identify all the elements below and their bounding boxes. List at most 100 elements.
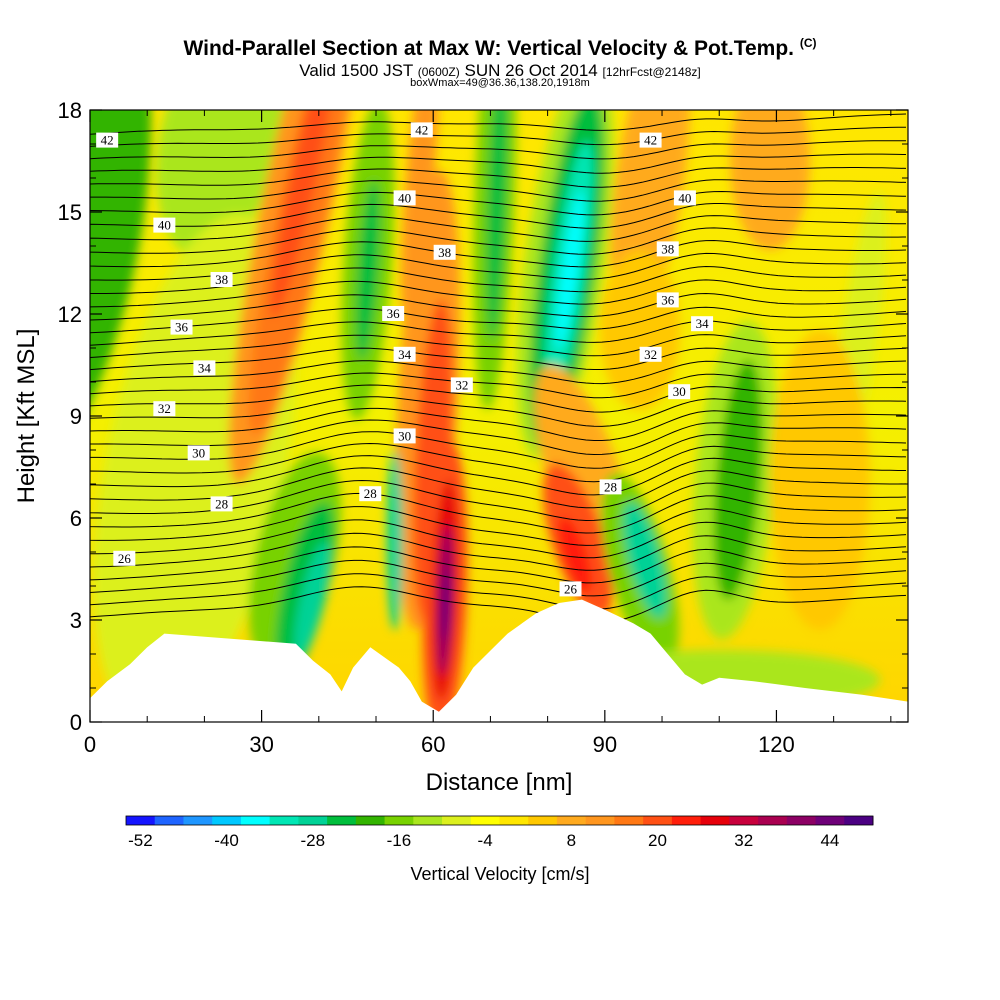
contour-labels: 42 42 42 40 40 40 38 38 38 36 36 36 34 34 34 32 32 32 30 30… <box>96 122 714 597</box>
contour-label-box <box>450 377 473 393</box>
colorbar-swatch-5 <box>269 816 299 825</box>
colorbar-swatch-20 <box>700 816 730 825</box>
colorbar-swatch-4 <box>240 816 271 825</box>
contour-label-text: 32 <box>158 401 171 416</box>
contour-label-box <box>393 190 416 206</box>
isentrope-line-24 <box>90 419 907 456</box>
contour-label-text: 38 <box>661 241 674 256</box>
contour-label-box <box>170 319 193 335</box>
colorbar-swatch-16 <box>585 816 615 825</box>
valid-time: Valid 1500 JST <box>299 61 413 80</box>
velocity-cell-37 <box>387 450 403 630</box>
contour-label-15: 32 <box>153 401 176 417</box>
isentrope-line-8 <box>90 215 906 242</box>
isentrope-line-20 <box>90 372 907 399</box>
contour-label-box <box>153 217 176 233</box>
isentrope-line-15 <box>90 306 907 334</box>
isentrope-line-10 <box>90 239 907 268</box>
isentrope-line-14 <box>90 292 907 321</box>
colorbar: -52 -40 -28 -16 -4 8 20 32 44 <box>125 815 874 850</box>
contour-label-text: 30 <box>398 428 411 443</box>
velocity-cell-28 <box>558 516 592 594</box>
chart-subtitle: Valid 1500 JST (0600Z) SUN 26 Oct 2014 [… <box>0 61 1000 81</box>
colorbar-label-4: -4 <box>478 831 493 850</box>
colorbar-swatch-22 <box>758 816 788 825</box>
colorbar-swatch-13 <box>499 816 529 825</box>
contour-label-text: 26 <box>118 551 132 566</box>
isentrope-line-17 <box>90 334 907 359</box>
colorbar-swatch-15 <box>556 816 587 825</box>
x-axis: 0 30 60 90 120 <box>84 110 892 757</box>
velocity-cell-10 <box>294 541 330 659</box>
contour-label-box <box>393 428 416 444</box>
valid-date: SUN 26 Oct 2014 <box>464 61 598 80</box>
velocity-cell-39 <box>600 250 680 410</box>
isentrope-line-30 <box>90 492 907 534</box>
contour-label-25: 26 <box>559 581 582 597</box>
colorbar-swatch-10 <box>413 816 443 825</box>
colorbar-title: Vertical Velocity [cm/s] <box>410 864 589 884</box>
colorbar-swatch-24 <box>815 816 845 825</box>
contour-label-box <box>639 346 662 362</box>
chart-title-text: Wind-Parallel Section at Max W: Vertical… <box>183 37 794 60</box>
contour-label-text: 40 <box>158 218 171 233</box>
contour-label-text: 28 <box>604 479 617 494</box>
contour-label-box <box>656 292 679 308</box>
contour-label-box <box>691 316 714 332</box>
isentrope-line-37 <box>90 586 907 624</box>
x-tick-label-3: 90 <box>593 732 617 757</box>
colorbar-label-7: 32 <box>734 831 753 850</box>
isentrope-line-6 <box>90 190 907 216</box>
isentrope-line-7 <box>90 203 907 229</box>
colorbar-frame <box>125 815 874 826</box>
contour-label-box <box>639 132 662 148</box>
isentrope-line-26 <box>90 442 907 483</box>
colorbar-label-6: 20 <box>648 831 667 850</box>
contour-label-24: 26 <box>113 550 136 566</box>
contour-label-box <box>210 272 233 287</box>
contour-label-17: 32 <box>639 346 662 362</box>
contour-label-text: 40 <box>678 190 691 205</box>
contour-label-13: 34 <box>393 346 416 362</box>
contour-label-text: 40 <box>398 190 411 205</box>
copyright-mark: (C) <box>799 36 817 50</box>
contour-label-10: 36 <box>382 306 405 321</box>
contour-label-box <box>359 486 382 502</box>
isentrope-line-21 <box>90 384 907 413</box>
contour-label-box <box>187 445 210 461</box>
velocity-cell-13 <box>400 110 440 330</box>
contour-label-text: 36 <box>661 292 675 307</box>
isentrope-line-27 <box>90 455 906 496</box>
contour-label-box <box>393 346 416 362</box>
colorbar-label-0: -52 <box>128 831 153 850</box>
contour-label-19: 30 <box>393 428 416 444</box>
x-tick-label-2: 60 <box>421 732 445 757</box>
contour-label-text: 42 <box>644 133 657 148</box>
colorbar-swatch-12 <box>470 816 500 825</box>
contour-label-text: 32 <box>644 347 657 362</box>
colorbar-swatch-23 <box>786 816 817 825</box>
isentrope-line-2 <box>90 140 907 161</box>
y-axis-title: Height [Kft MSL] <box>13 329 40 504</box>
velocity-cell-21 <box>486 110 508 340</box>
contour-label-1: 42 <box>410 122 433 138</box>
contour-label-18: 30 <box>187 445 210 461</box>
isentrope-line-25 <box>90 431 907 469</box>
x-axis-title: Distance [nm] <box>426 769 573 796</box>
y-tick-label-3: 9 <box>70 404 82 429</box>
x-tick-label-0: 0 <box>84 732 96 757</box>
colorbar-swatch-9 <box>384 816 414 825</box>
contour-label-6: 38 <box>210 272 233 287</box>
isentrope-line-33 <box>90 532 907 571</box>
y-tick-label-1: 3 <box>70 608 82 633</box>
isentrope-line-34 <box>90 546 907 584</box>
isentrope-line-5 <box>90 179 907 202</box>
contour-label-box <box>410 122 433 138</box>
contour-label-12: 34 <box>193 360 216 376</box>
y-tick-label-6: 18 <box>58 98 82 123</box>
isentrope-line-9 <box>90 227 907 255</box>
contour-label-box <box>113 550 136 566</box>
contour-label-8: 38 <box>656 241 679 257</box>
isentrope-line-36 <box>90 573 907 610</box>
isentrope-line-23 <box>90 407 907 441</box>
